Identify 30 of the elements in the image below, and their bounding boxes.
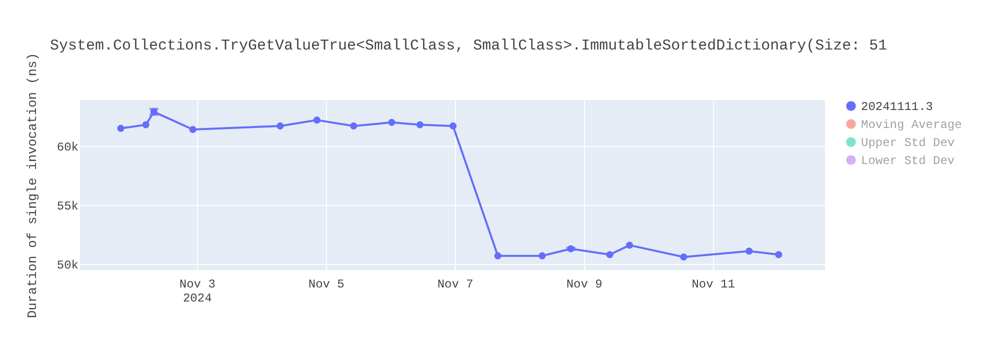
point [775,251,782,258]
y-tick-label: 55k [56,200,78,214]
y-axis-title: Duration of single invocation (ns) [24,52,40,318]
point [117,124,124,132]
point [538,252,546,260]
x-tick-label: Nov 3 2024 [179,278,216,306]
point [388,118,396,126]
point [450,122,457,130]
legend-label: Lower Std Dev [861,154,955,168]
legend-label: Upper Std Dev [861,136,955,150]
x-tick-label: Nov 7 [437,278,474,292]
point [142,121,150,128]
chart-title: System.Collections.TryGetValueTrue<SmallClass, SmallClass>.ImmutableSortedDictionary(Size: 51 [50,37,888,54]
point [680,253,688,261]
x-tick-label: Nov 9 [566,278,602,292]
point [606,251,614,258]
point [416,121,424,128]
point [626,242,634,249]
y-tick-label: 60k [56,140,78,155]
point [746,248,753,255]
point [494,252,502,260]
point [189,126,196,134]
y-tick-label: 50k [56,258,78,273]
legend-label: 20241111.3 [861,100,934,114]
point [276,122,284,130]
legend-label: Moving Average [861,118,962,132]
x-tick-label: Nov 11 [692,278,735,292]
x-tick-label: Nov 5 [308,278,344,292]
point [313,116,320,124]
point [350,122,358,130]
